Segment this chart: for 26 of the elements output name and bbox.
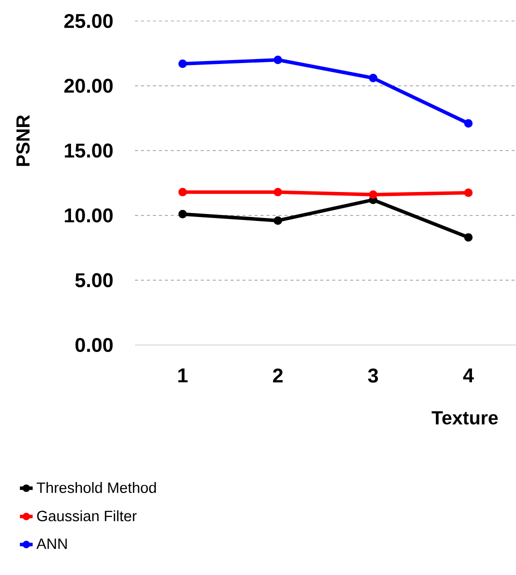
x-axis-title: Texture bbox=[432, 411, 498, 425]
point bbox=[178, 188, 187, 196]
point bbox=[178, 60, 187, 68]
legend-label: ANN bbox=[36, 538, 67, 549]
point bbox=[178, 210, 187, 218]
x-tick-label: 2 bbox=[273, 368, 283, 382]
point bbox=[464, 233, 473, 242]
y-tick-label: 5.00 bbox=[75, 273, 113, 288]
x-tick-label: 1 bbox=[178, 368, 188, 382]
x-tick-label: 4 bbox=[463, 368, 474, 382]
y-tick-label: 25.00 bbox=[64, 14, 113, 28]
y-axis-title: PSNR bbox=[16, 114, 30, 166]
point bbox=[464, 188, 473, 197]
legend-label: Gaussian Filter bbox=[37, 510, 137, 522]
point bbox=[464, 119, 473, 128]
point bbox=[274, 216, 282, 225]
y-tick-label: 10.00 bbox=[64, 208, 113, 222]
y-tick-label: 20.00 bbox=[64, 78, 113, 93]
legend-label: Threshold Method bbox=[36, 482, 156, 493]
x-tick-label: 3 bbox=[368, 368, 378, 383]
y-tick-label: 0.00 bbox=[75, 338, 113, 352]
point bbox=[368, 74, 378, 82]
y-tick-label: 15.00 bbox=[64, 144, 113, 158]
point bbox=[274, 188, 282, 196]
point bbox=[274, 56, 282, 64]
point bbox=[368, 190, 378, 199]
